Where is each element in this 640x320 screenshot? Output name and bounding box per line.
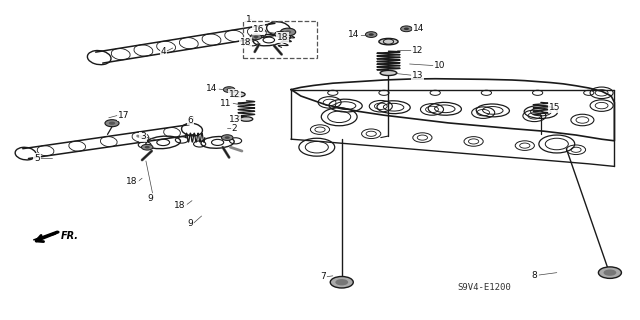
Circle shape [280, 28, 296, 36]
Ellipse shape [379, 38, 398, 45]
Text: FR.: FR. [61, 231, 79, 241]
Bar [243, 21, 317, 58]
Circle shape [275, 31, 286, 37]
Text: 14: 14 [206, 84, 218, 93]
Circle shape [401, 26, 412, 32]
Circle shape [145, 146, 150, 148]
Text: 3: 3 [140, 132, 146, 141]
Text: 10: 10 [434, 61, 445, 70]
Text: 15: 15 [549, 103, 561, 112]
Text: 18: 18 [240, 38, 252, 47]
Circle shape [335, 279, 348, 285]
Text: 18: 18 [174, 201, 186, 210]
Polygon shape [33, 231, 58, 240]
Circle shape [223, 87, 235, 92]
Text: 7: 7 [321, 272, 326, 281]
Circle shape [604, 269, 616, 276]
Circle shape [105, 120, 119, 127]
Circle shape [365, 32, 377, 37]
Text: 9: 9 [188, 219, 193, 228]
Text: 17: 17 [118, 111, 130, 120]
Text: S9V4-E1200: S9V4-E1200 [458, 283, 511, 292]
Text: 6: 6 [188, 116, 193, 124]
Circle shape [285, 30, 291, 34]
Circle shape [330, 276, 353, 288]
Circle shape [278, 33, 283, 36]
Text: 8: 8 [532, 271, 538, 280]
Text: 4: 4 [161, 47, 166, 56]
Circle shape [225, 136, 230, 139]
Circle shape [404, 28, 409, 30]
Circle shape [250, 34, 262, 40]
Text: 18: 18 [126, 177, 138, 186]
Ellipse shape [380, 70, 397, 76]
Text: 13: 13 [228, 115, 240, 124]
Ellipse shape [231, 92, 245, 97]
Text: 2: 2 [232, 124, 237, 132]
Circle shape [598, 267, 621, 278]
Circle shape [109, 122, 115, 125]
Circle shape [141, 144, 153, 150]
Text: 1: 1 [246, 15, 252, 24]
Circle shape [227, 88, 232, 91]
Circle shape [253, 36, 259, 38]
Text: 5: 5 [34, 154, 40, 163]
Circle shape [369, 33, 374, 36]
Text: 9: 9 [148, 194, 154, 203]
Text: 12: 12 [412, 46, 423, 55]
Text: 12: 12 [228, 90, 240, 99]
Text: 14: 14 [413, 24, 424, 33]
Text: 16: 16 [253, 25, 264, 34]
Text: 13: 13 [412, 71, 423, 80]
Circle shape [221, 135, 233, 140]
Text: 14: 14 [348, 30, 360, 39]
Text: 11: 11 [220, 99, 232, 108]
Ellipse shape [240, 117, 253, 121]
Text: 18: 18 [276, 33, 288, 42]
